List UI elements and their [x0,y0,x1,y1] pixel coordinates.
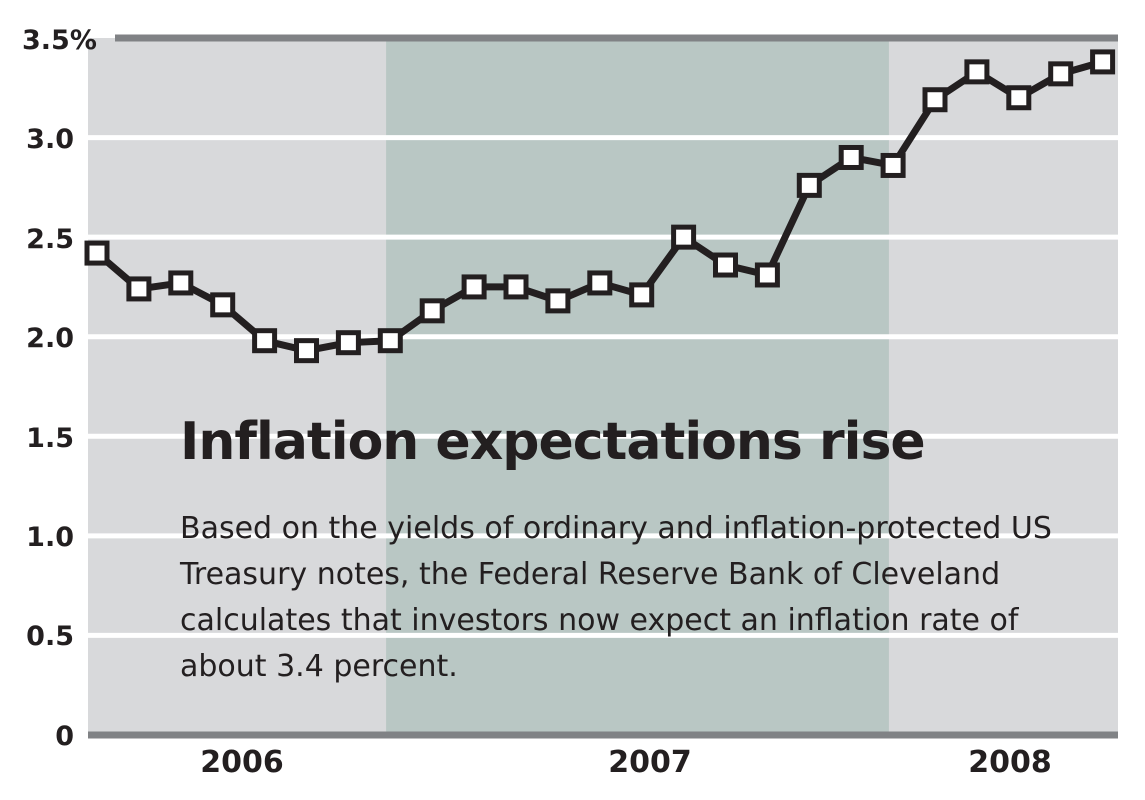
y-tick-label: 0 [55,721,74,752]
data-point [796,172,822,198]
y-tick-label: 1.5 [26,423,74,454]
shaded-region-layer [386,38,889,735]
data-point [754,262,780,288]
data-point [838,144,864,170]
x-tick-label: 2008 [968,745,1052,780]
y-tick-label: 2.5 [26,224,74,255]
data-point [84,240,110,266]
data-point [922,87,948,113]
x-axis-ticks: 2006 2007 2008 [200,745,1052,780]
data-point [880,152,906,178]
gridlines [88,34,1118,739]
data-point [1090,49,1116,75]
y-tick-label: 1.0 [26,522,74,553]
data-point [713,252,738,278]
data-point [587,270,613,296]
data-point [545,288,571,314]
data-point [335,330,361,356]
y-tick-label: 3.0 [26,124,74,155]
data-point [503,274,529,300]
data-point [419,298,445,324]
data-point [126,276,152,302]
chart-subtitle: Based on the yields of ordinary and infl… [180,511,1052,684]
data-point [210,292,236,318]
data-point [964,59,990,85]
series-layer [84,49,1116,364]
data-point [629,282,655,308]
y-axis-ticks: 0 0.5 1.0 1.5 2.0 2.5 3.0 3.5% [22,25,97,752]
chart-title: Inflation expectations rise [180,412,926,472]
shaded-period [386,38,889,735]
data-point [461,274,487,300]
data-point [294,338,319,364]
data-point [1006,85,1032,111]
data-point [168,270,194,296]
x-tick-label: 2006 [200,745,284,780]
data-point [377,328,403,354]
y-tick-label: 0.5 [26,621,74,652]
data-point [1048,61,1074,87]
y-tick-label: 3.5% [22,25,97,56]
data-point [671,224,697,250]
y-tick-label: 2.0 [26,323,74,354]
data-point [252,328,278,354]
x-tick-label: 2007 [608,745,692,780]
